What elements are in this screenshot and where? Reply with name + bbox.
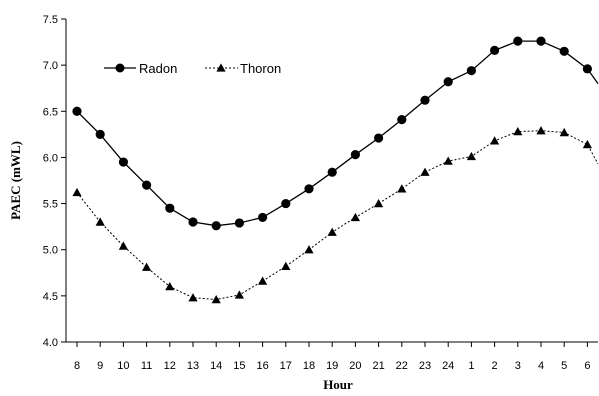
x-tick-label: 5 — [561, 360, 567, 372]
radon-point — [95, 129, 105, 139]
y-axis-title: PAEC (mWL) — [8, 141, 23, 220]
thoron-point — [258, 276, 268, 285]
radon-point — [188, 217, 198, 227]
y-tick-label: 6.0 — [43, 152, 58, 164]
radon-point — [443, 77, 453, 87]
radon-point — [72, 106, 82, 116]
y-tick-label: 7.5 — [43, 14, 58, 26]
x-tick-label: 8 — [74, 360, 80, 372]
radon-point — [513, 36, 523, 46]
x-tick-label: 2 — [492, 360, 498, 372]
thoron-point — [142, 262, 152, 271]
thoron-point — [304, 245, 314, 254]
radon-point — [582, 64, 593, 74]
thoron-point — [513, 126, 523, 136]
thoron-point — [559, 127, 569, 137]
y-tick-labels: 4.0 4.5 5.0 5.5 6.0 6.5 7.0 7.5 — [43, 14, 66, 349]
y-tick-label: 4.0 — [43, 337, 58, 349]
thoron-point — [443, 156, 453, 165]
x-tick-label: 17 — [280, 360, 292, 372]
radon-point — [281, 198, 291, 209]
thoron-point — [397, 184, 407, 193]
thoron-point — [582, 139, 592, 149]
radon-point — [350, 150, 360, 160]
thoron-point — [281, 261, 291, 271]
x-tick-label: 22 — [396, 360, 408, 372]
thoron-point — [95, 217, 105, 226]
radon-point — [118, 157, 128, 167]
radon-point — [420, 95, 430, 105]
legend-thoron-marker — [216, 63, 226, 72]
y-tick-label: 4.5 — [43, 291, 58, 303]
x-tick-label: 24 — [442, 360, 454, 372]
thoron-point — [234, 290, 244, 299]
thoron-point — [165, 282, 175, 291]
x-tick-label: 20 — [349, 360, 361, 372]
x-tick-label: 12 — [164, 360, 176, 372]
radon-point — [142, 180, 152, 190]
radon-point — [258, 212, 268, 223]
x-tick-labels: 8 9 10 11 12 13 14 15 16 17 18 19 20 21 22 23 24 1 2 3 4 5 6 — [74, 342, 590, 372]
legend: Radon Thoron — [104, 61, 281, 76]
x-axis-title: Hour — [323, 377, 353, 392]
x-tick-label: 19 — [326, 360, 338, 372]
thoron-point — [374, 198, 384, 208]
x-tick-label: 18 — [303, 360, 315, 372]
x-tick-label: 3 — [515, 360, 521, 372]
y-tick-label: 5.0 — [43, 245, 58, 257]
radon-point — [559, 46, 569, 56]
x-tick-label: 11 — [141, 360, 152, 372]
radon-point — [304, 184, 314, 194]
thoron-point — [490, 136, 500, 145]
x-tick-label: 16 — [256, 360, 268, 372]
radon-point — [397, 114, 407, 125]
x-tick-label: 4 — [538, 360, 544, 372]
thoron-point — [466, 151, 476, 161]
thoron-point — [118, 241, 128, 250]
x-tick-label: 9 — [97, 360, 103, 372]
x-tick-label: 6 — [584, 360, 590, 372]
x-tick-label: 13 — [187, 360, 199, 372]
thoron-point — [72, 187, 82, 197]
thoron-point — [536, 126, 546, 135]
thoron-series-line — [76, 130, 599, 301]
legend-radon-label: Radon — [139, 61, 177, 76]
x-tick-label: 10 — [117, 360, 129, 372]
x-tick-label: 14 — [210, 360, 222, 372]
thoron-point — [211, 294, 221, 304]
y-tick-label: 7.0 — [43, 60, 58, 72]
radon-point — [327, 167, 337, 177]
legend-thoron-label: Thoron — [240, 61, 281, 76]
radon-point — [211, 221, 221, 231]
radon-point — [536, 36, 546, 46]
thoron-point — [420, 167, 430, 176]
radon-point — [490, 45, 500, 55]
thoron-point — [327, 227, 337, 236]
radon-point — [374, 133, 384, 143]
x-tick-label: 1 — [468, 360, 474, 372]
series-layer — [72, 36, 599, 304]
legend-radon-marker — [115, 63, 125, 73]
radon-point — [234, 218, 244, 228]
x-tick-label: 21 — [372, 360, 384, 372]
radon-point — [466, 66, 476, 76]
thoron-point — [188, 293, 198, 302]
x-tick-label: 23 — [419, 360, 431, 372]
y-tick-label: 5.5 — [43, 199, 58, 211]
x-tick-label: 15 — [233, 360, 245, 372]
radon-point — [165, 203, 175, 213]
thoron-point — [350, 212, 360, 222]
y-tick-label: 6.5 — [43, 106, 58, 118]
